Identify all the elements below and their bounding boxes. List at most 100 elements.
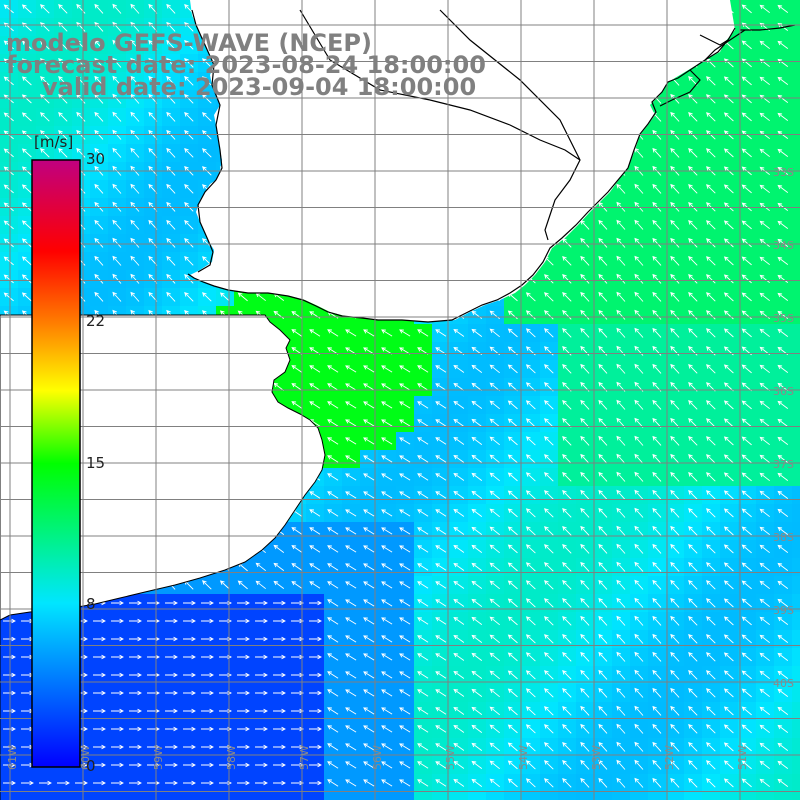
wind-arrow	[741, 220, 752, 230]
wind-arrow	[507, 526, 518, 536]
wind-arrow	[706, 76, 716, 86]
wind-arrow	[201, 708, 214, 714]
wind-arrow	[147, 762, 160, 768]
wind-arrow	[3, 292, 14, 302]
wind-cell	[126, 792, 144, 800]
wind-arrow	[652, 759, 662, 770]
wind-arrow	[562, 310, 572, 320]
wind-arrow	[741, 634, 752, 644]
wind-arrow	[741, 652, 752, 662]
wind-arrow	[435, 653, 447, 661]
wind-arrow	[598, 525, 608, 536]
wind-arrow	[723, 724, 734, 734]
wind-arrow	[741, 616, 752, 626]
wind-cell	[792, 234, 800, 252]
wind-arrow	[489, 724, 500, 734]
wind-arrow	[723, 274, 734, 284]
wind-arrow	[562, 544, 572, 554]
wind-arrow	[309, 563, 321, 571]
wind-arrow	[723, 616, 734, 626]
wind-arrow	[688, 652, 698, 662]
wind-arrow	[471, 580, 483, 589]
wind-arrow	[580, 705, 590, 716]
wind-arrow	[562, 688, 572, 698]
wind-cell	[792, 432, 800, 450]
wind-arrow	[40, 148, 50, 158]
colorbar-unit: [m/s]	[34, 133, 74, 151]
wind-arrow	[399, 689, 411, 697]
wind-arrow	[741, 598, 752, 608]
wind-arrow	[741, 4, 752, 14]
wind-arrow	[670, 777, 680, 788]
wind-arrow	[417, 653, 429, 661]
wind-arrow	[580, 669, 590, 680]
wind-arrow	[471, 652, 483, 661]
wind-arrow	[309, 491, 321, 499]
wind-arrow	[489, 616, 500, 626]
lon-label: 53W	[590, 745, 603, 770]
wind-arrow	[507, 706, 518, 716]
wind-arrow	[777, 4, 789, 13]
wind-arrow	[777, 580, 789, 589]
wind-arrow	[525, 760, 536, 770]
wind-arrow	[40, 94, 50, 104]
wind-arrow	[3, 636, 16, 642]
wind-arrow	[399, 617, 411, 625]
wind-arrow	[183, 690, 196, 696]
wind-arrow	[652, 291, 662, 302]
wind-arrow	[580, 471, 590, 482]
wind-arrow	[399, 401, 411, 409]
wind-arrow	[184, 256, 194, 266]
wind-arrow	[3, 22, 14, 32]
wind-arrow	[652, 687, 662, 698]
wind-arrow	[634, 237, 644, 248]
wind-arrow	[111, 708, 124, 714]
wind-arrow	[706, 274, 716, 284]
wind-arrow	[688, 544, 698, 554]
wind-arrow	[435, 707, 447, 715]
wind-arrow	[273, 562, 285, 571]
wind-cell	[648, 792, 666, 800]
wind-arrow	[777, 238, 789, 247]
wind-arrow	[399, 491, 411, 499]
wind-arrow	[363, 725, 375, 733]
wind-arrow	[453, 400, 465, 409]
wind-arrow	[598, 273, 608, 284]
wind-arrow	[562, 400, 572, 410]
wind-arrow	[562, 472, 572, 482]
wind-arrow	[309, 744, 322, 750]
wind-arrow	[544, 544, 554, 554]
wind-arrow	[634, 255, 644, 266]
wind-arrow	[435, 455, 447, 463]
wind-arrow	[562, 760, 572, 770]
wind-cell	[792, 36, 800, 54]
wind-arrow	[489, 634, 500, 644]
wind-arrow	[345, 437, 357, 445]
wind-arrow	[471, 598, 483, 607]
wind-arrow	[616, 309, 626, 320]
wind-arrow	[777, 598, 789, 607]
wind-arrow	[634, 741, 644, 752]
wind-arrow	[544, 328, 554, 338]
wind-arrow	[706, 364, 716, 374]
wind-arrow	[112, 39, 122, 50]
wind-arrow	[111, 618, 124, 624]
wind-arrow	[201, 780, 214, 786]
wind-arrow	[507, 562, 518, 572]
wind-arrow	[93, 618, 106, 624]
wind-arrow	[453, 562, 465, 571]
wind-arrow	[670, 273, 680, 284]
wind-arrow	[327, 545, 339, 553]
wind-arrow	[471, 436, 483, 445]
wind-arrow	[652, 777, 662, 788]
wind-arrow	[327, 743, 339, 751]
wind-arrow	[525, 724, 536, 734]
wind-arrow	[634, 291, 644, 302]
wind-arrow	[489, 688, 500, 698]
wind-arrow	[688, 760, 698, 770]
wind-arrow	[166, 93, 176, 104]
wind-arrow	[309, 654, 322, 660]
wind-arrow	[345, 581, 357, 589]
wind-arrow	[94, 39, 104, 50]
wind-arrow	[327, 707, 339, 715]
